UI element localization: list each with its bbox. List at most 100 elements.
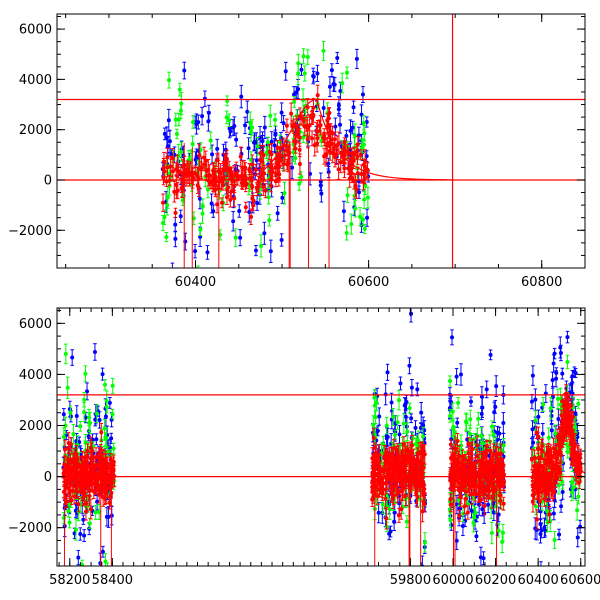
data-point — [275, 205, 280, 221]
data-point — [239, 84, 244, 109]
data-point — [448, 497, 453, 513]
data-point — [224, 110, 229, 125]
data-point — [342, 145, 347, 165]
data-point — [248, 111, 253, 134]
data-point — [273, 113, 278, 127]
data-point — [196, 265, 200, 268]
data-point — [453, 456, 458, 467]
data-point — [196, 178, 201, 197]
data-point — [262, 115, 267, 140]
data-point — [559, 499, 564, 513]
data-point — [74, 405, 79, 427]
data-point — [281, 115, 286, 132]
x-tick-label: 58400 — [92, 573, 133, 588]
data-point — [565, 330, 570, 344]
data-point — [474, 477, 479, 494]
data-point — [82, 483, 87, 506]
data-point — [498, 454, 503, 477]
data-point — [469, 441, 474, 456]
data-point — [223, 155, 228, 172]
x-tick-label: 58200 — [49, 573, 90, 588]
data-point — [105, 478, 110, 498]
data-point — [76, 549, 81, 566]
data-point — [173, 207, 178, 218]
data-point — [285, 144, 290, 157]
data-point — [176, 112, 181, 127]
data-point — [456, 397, 461, 409]
data-point — [275, 139, 280, 156]
data-point — [179, 141, 184, 162]
data-point — [399, 498, 404, 520]
data-point — [279, 102, 284, 123]
data-point — [404, 515, 409, 529]
data-point — [194, 113, 199, 135]
data-point — [476, 411, 481, 426]
bottom-axes-frame — [56, 307, 586, 567]
data-point — [353, 199, 358, 218]
top-y-axis: −2000 0 2000 4000 6000 — [8, 16, 585, 256]
data-point — [382, 444, 387, 467]
data-point — [404, 448, 409, 467]
data-point — [550, 385, 555, 409]
data-point — [100, 367, 105, 381]
data-point — [416, 430, 421, 451]
data-point — [373, 410, 378, 424]
data-point — [455, 417, 460, 428]
data-point — [393, 429, 398, 440]
data-point — [297, 153, 302, 175]
data-point — [198, 294, 202, 308]
data-point — [448, 439, 453, 450]
data-point — [97, 451, 102, 464]
data-point — [336, 96, 341, 115]
data-point — [372, 389, 377, 407]
data-point — [100, 545, 105, 558]
data-point — [560, 367, 565, 380]
data-point — [539, 561, 543, 566]
data-point — [538, 518, 543, 530]
data-point — [361, 213, 366, 226]
data-point — [202, 90, 207, 107]
data-point — [496, 506, 501, 523]
data-point — [344, 66, 349, 79]
top-x-axis: 60400 60600 60800 — [65, 14, 586, 290]
data-point — [210, 176, 215, 192]
data-point — [170, 148, 175, 169]
y-tick-label: −2000 — [8, 224, 52, 239]
data-point — [415, 382, 420, 397]
data-point — [332, 77, 337, 93]
data-point — [61, 427, 66, 447]
data-point — [250, 154, 255, 175]
data-point — [329, 63, 334, 77]
data-point — [311, 97, 316, 118]
data-point — [219, 197, 224, 209]
data-point — [314, 122, 319, 140]
data-point — [261, 166, 266, 180]
data-point — [400, 479, 405, 501]
data-point — [302, 65, 307, 82]
data-point — [536, 426, 541, 447]
data-point — [67, 516, 72, 529]
data-point — [253, 244, 258, 257]
data-point — [234, 132, 239, 147]
data-point — [187, 163, 192, 187]
data-point — [172, 180, 177, 203]
data-point — [327, 76, 332, 98]
data-point — [391, 407, 396, 426]
data-point — [417, 442, 421, 463]
y-tick-label: 6000 — [19, 23, 52, 38]
data-point — [482, 496, 487, 516]
data-point — [409, 379, 414, 397]
x-tick-label: 60400 — [517, 573, 558, 588]
data-point — [267, 214, 272, 227]
data-point — [409, 413, 414, 424]
data-point — [276, 157, 281, 176]
data-point — [64, 495, 69, 509]
data-point — [395, 415, 400, 430]
data-point — [182, 61, 187, 80]
data-point — [575, 499, 580, 521]
data-point — [318, 172, 323, 191]
data-point — [530, 490, 535, 513]
data-point — [365, 162, 370, 178]
data-point — [234, 276, 238, 289]
data-point — [89, 442, 94, 462]
